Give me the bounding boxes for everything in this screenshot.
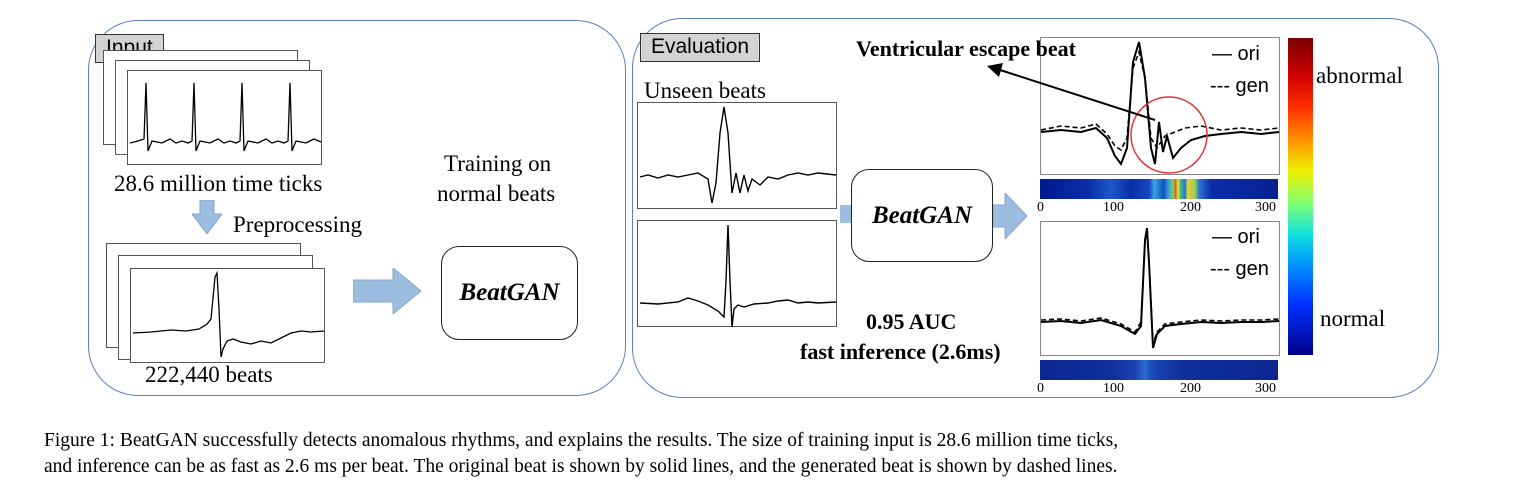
caption-line-2: and inference can be as fast as 2.6 ms p… bbox=[44, 456, 1118, 477]
anomaly-heat-strip-top bbox=[1040, 179, 1278, 199]
training-right-arrow bbox=[353, 268, 421, 314]
colorbar-normal-label: normal bbox=[1320, 306, 1386, 331]
preprocessing-down-arrow bbox=[192, 200, 222, 234]
abnormal-beat-plot bbox=[1040, 37, 1280, 175]
top-axis-tick-300: 300 bbox=[1255, 200, 1276, 215]
normal-beat-plot bbox=[1040, 221, 1280, 356]
eval-output-arrow bbox=[993, 193, 1027, 239]
figure-caption: Figure 1: BeatGAN successfully detects a… bbox=[44, 428, 1494, 480]
beatgan-training-box: BeatGAN bbox=[441, 246, 578, 340]
time-ticks-label: 28.6 million time ticks bbox=[114, 171, 323, 196]
top-axis-tick-200: 200 bbox=[1180, 200, 1201, 215]
legend-gen-bottom: --- gen bbox=[1210, 258, 1269, 280]
inference-label: fast inference (2.6ms) bbox=[800, 339, 1001, 364]
colorbar-abnormal-label: abnormal bbox=[1316, 63, 1403, 88]
legend-ori-bottom: — ori bbox=[1212, 226, 1260, 248]
unseen-beats-label: Unseen beats bbox=[644, 78, 766, 103]
evaluation-panel bbox=[632, 18, 1439, 398]
legend-ori-top: — ori bbox=[1212, 43, 1260, 65]
top-axis-tick-100: 100 bbox=[1103, 200, 1124, 215]
single-beat-trace bbox=[132, 270, 325, 358]
unseen-beat-1 bbox=[637, 102, 837, 209]
anomaly-heat-strip-bottom bbox=[1040, 360, 1278, 380]
caption-line-1: Figure 1: BeatGAN successfully detects a… bbox=[44, 430, 1119, 451]
beatgan-eval-box: BeatGAN bbox=[851, 169, 993, 262]
unseen-beat-2 bbox=[637, 220, 837, 328]
bottom-axis-tick-100: 100 bbox=[1103, 381, 1124, 396]
training-label-line2: normal beats bbox=[437, 181, 556, 206]
raw-ecg-trace bbox=[129, 82, 322, 152]
ventricular-escape-annotation: Ventricular escape beat bbox=[856, 36, 1076, 61]
top-axis-tick-0: 0 bbox=[1037, 200, 1044, 215]
anomaly-colorbar bbox=[1288, 38, 1313, 355]
bottom-axis-tick-200: 200 bbox=[1180, 381, 1201, 396]
bottom-axis-tick-300: 300 bbox=[1255, 381, 1276, 396]
auc-label: 0.95 AUC bbox=[866, 309, 957, 334]
unseen-beat-1-trace bbox=[639, 106, 837, 204]
annotation-arrow bbox=[987, 63, 1156, 121]
raw-signal-sheet-front bbox=[127, 70, 322, 165]
beats-label: 222,440 beats bbox=[145, 362, 273, 387]
beat-sheet-front bbox=[130, 268, 325, 363]
preprocessing-label: Preprocessing bbox=[233, 212, 363, 237]
bottom-axis-tick-0: 0 bbox=[1037, 381, 1044, 396]
abnormal-beat-traces bbox=[1040, 41, 1280, 174]
input-panel bbox=[88, 20, 626, 396]
legend-gen-top: --- gen bbox=[1210, 75, 1269, 97]
unseen-beat-2-trace bbox=[639, 224, 837, 328]
training-label-line1: Training on bbox=[444, 151, 552, 176]
evaluation-tag: Evaluation bbox=[640, 33, 761, 62]
normal-beat-traces bbox=[1040, 227, 1280, 349]
